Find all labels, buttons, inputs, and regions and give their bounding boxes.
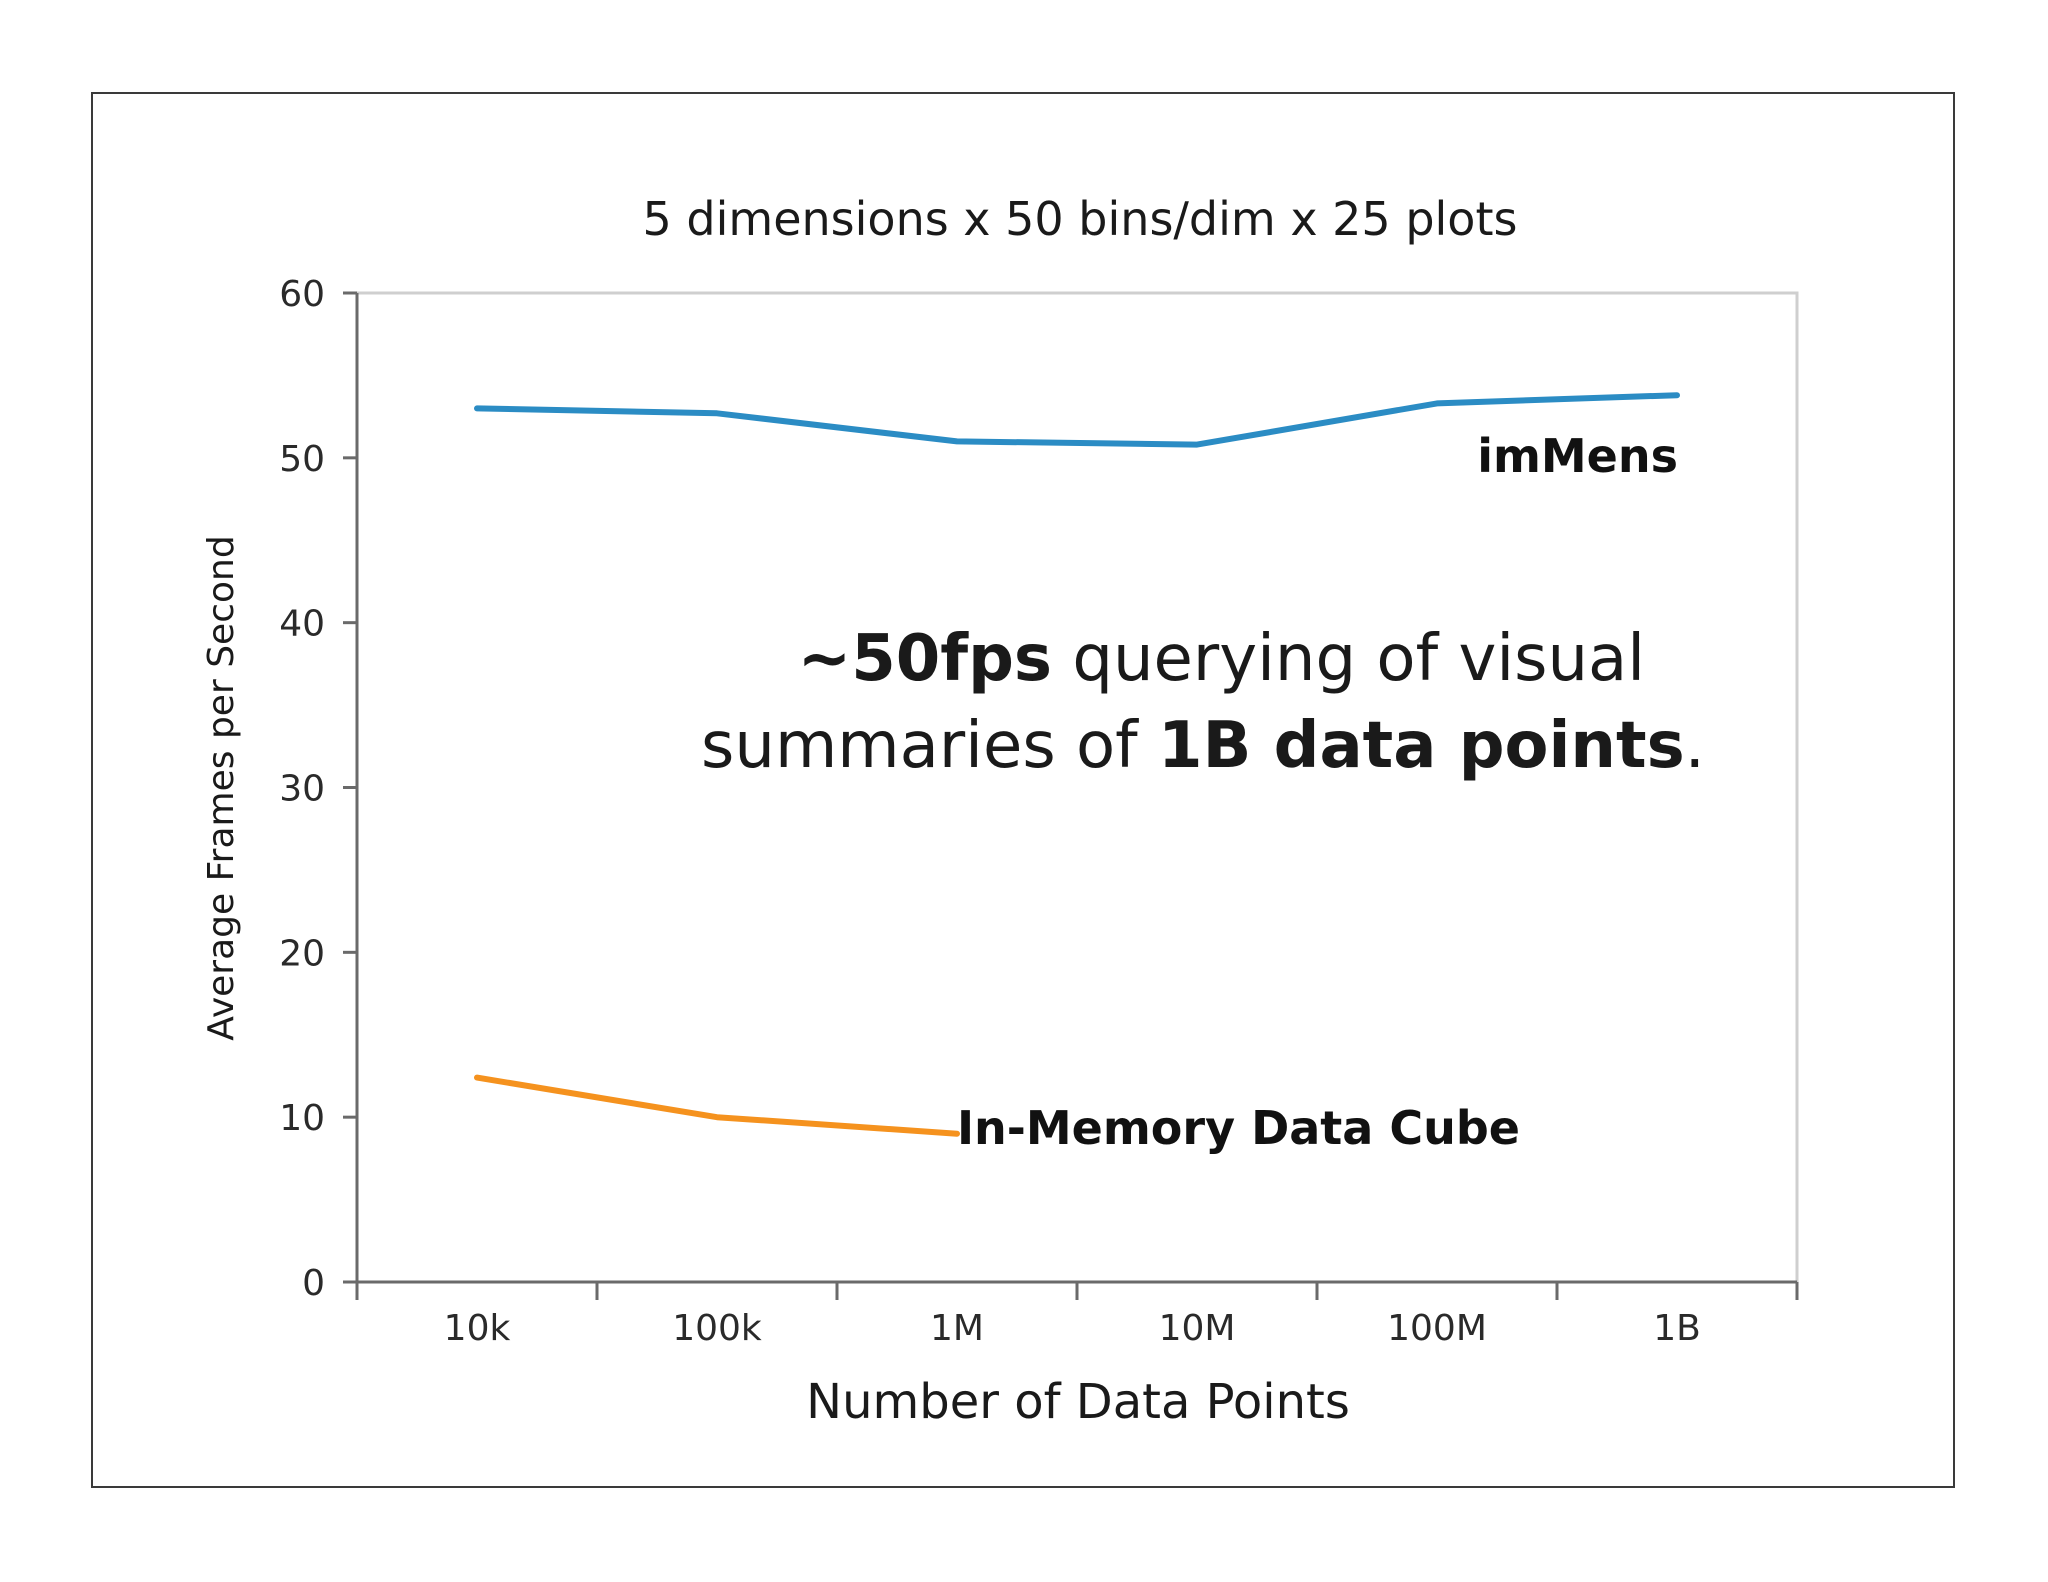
annotation-highlight-points: 1B data points bbox=[1158, 709, 1685, 783]
y-tick-label: 50 bbox=[279, 439, 325, 480]
x-tick-label: 1M bbox=[930, 1308, 984, 1349]
x-tick-label: 100k bbox=[672, 1308, 762, 1349]
y-tick-label: 0 bbox=[302, 1263, 325, 1304]
y-axis-ticks: 0 10 20 30 40 50 60 bbox=[279, 274, 357, 1304]
y-axis-title: Average Frames per Second bbox=[201, 535, 242, 1040]
series-label-immens: imMens bbox=[1477, 429, 1678, 483]
series-line-in-memory-data-cube bbox=[474, 1074, 960, 1137]
series-lines bbox=[474, 392, 1680, 1137]
annotation-highlight-fps: ~50fps bbox=[798, 622, 1052, 696]
y-tick-label: 30 bbox=[279, 769, 325, 810]
annotation-text-3: . bbox=[1685, 709, 1705, 783]
annotation-line-1: ~50fps querying of visual bbox=[798, 622, 1645, 696]
y-tick-label: 60 bbox=[279, 274, 325, 315]
slide-frame bbox=[91, 92, 1955, 1488]
chart-title: 5 dimensions x 50 bins/dim x 25 plots bbox=[643, 192, 1518, 246]
annotation-text-1: querying of visual bbox=[1052, 622, 1645, 696]
series-label-in-memory-data-cube: In-Memory Data Cube bbox=[957, 1101, 1520, 1155]
series-line-immens bbox=[474, 392, 1680, 448]
y-tick-label: 40 bbox=[279, 604, 325, 645]
annotation-text-2: summaries of bbox=[701, 709, 1158, 783]
x-tick-label: 1B bbox=[1653, 1308, 1701, 1349]
x-axis-title: Number of Data Points bbox=[806, 1374, 1350, 1430]
annotation-line-2: summaries of 1B data points. bbox=[701, 709, 1705, 783]
x-tick-label: 10M bbox=[1159, 1308, 1236, 1349]
x-tick-label: 100M bbox=[1387, 1308, 1487, 1349]
y-tick-label: 20 bbox=[279, 933, 325, 974]
x-tick-label: 10k bbox=[444, 1308, 511, 1349]
y-tick-label: 10 bbox=[279, 1098, 325, 1139]
x-axis-ticks: 10k 100k 1M 10M 100M 1B bbox=[355, 1282, 1799, 1349]
